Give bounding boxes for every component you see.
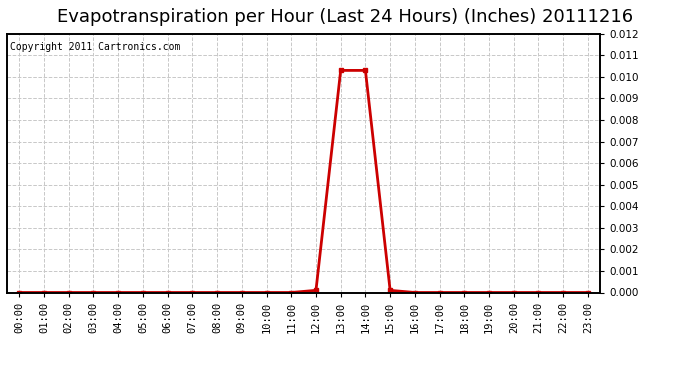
Text: Evapotranspiration per Hour (Last 24 Hours) (Inches) 20111216: Evapotranspiration per Hour (Last 24 Hou… — [57, 8, 633, 26]
Text: Copyright 2011 Cartronics.com: Copyright 2011 Cartronics.com — [10, 42, 180, 51]
